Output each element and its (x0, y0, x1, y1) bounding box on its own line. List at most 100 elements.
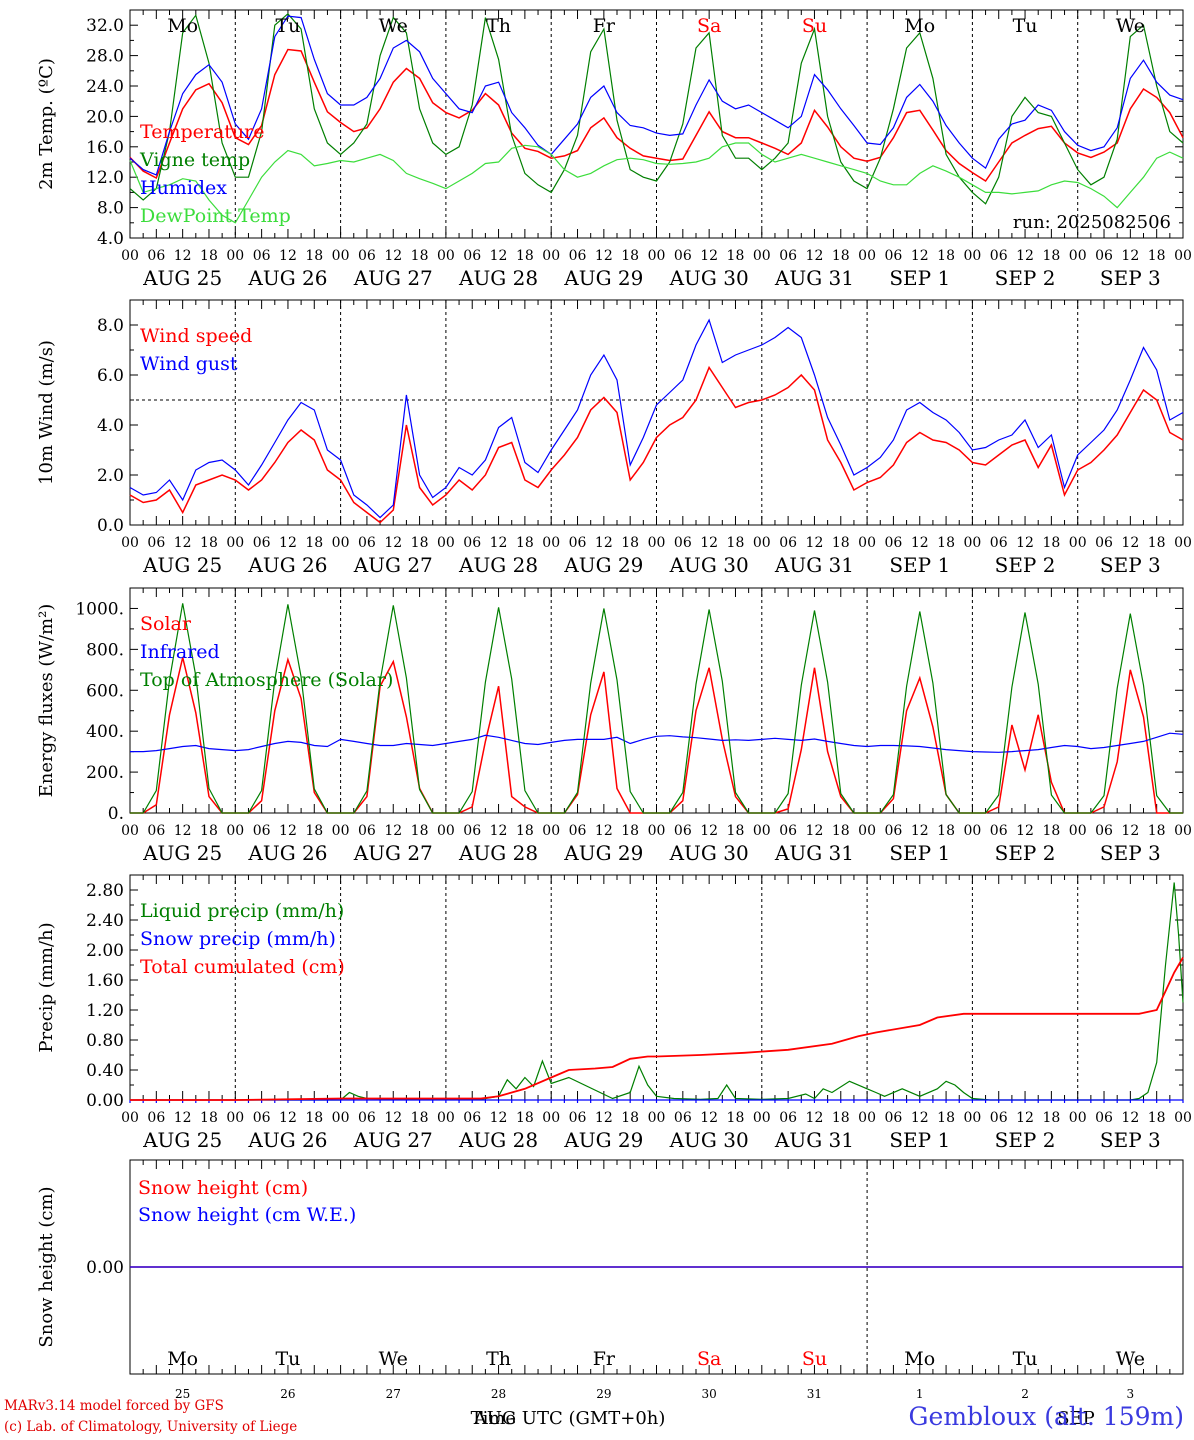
hour-tick-label: 18 (937, 248, 955, 264)
hour-tick-label: 00 (648, 1110, 666, 1126)
date-label: AUG 28 (458, 1128, 538, 1152)
y-tick-label: 16.0 (86, 138, 124, 158)
date-label: AUG 29 (563, 266, 643, 290)
legend-entry: Snow precip (mm/h) (140, 928, 336, 950)
date-label: AUG 26 (247, 266, 327, 290)
hour-tick-label: 06 (674, 248, 692, 264)
hour-tick-label: 12 (174, 1110, 192, 1126)
date-label: SEP 2 (995, 266, 1056, 290)
date-label: AUG 30 (669, 1128, 749, 1152)
date-label: AUG 29 (563, 553, 643, 577)
hour-tick-label: 06 (779, 1110, 797, 1126)
hour-tick-label: 18 (621, 823, 639, 839)
hour-tick-label: 18 (200, 248, 218, 264)
hour-tick-label: 00 (542, 1110, 560, 1126)
hour-tick-label: 18 (621, 535, 639, 551)
hour-tick-label: 18 (1042, 1110, 1060, 1126)
series-line-humidex (129, 15, 1184, 176)
day-number-label: 27 (386, 1387, 401, 1401)
day-name-label: Mo (904, 15, 935, 37)
legend-entry: Liquid precip (mm/h) (140, 900, 344, 922)
day-name-label: Fr (593, 1348, 616, 1370)
hour-tick-label: 06 (990, 535, 1008, 551)
hour-tick-label: 18 (937, 823, 955, 839)
y-tick-label: 0.0 (97, 516, 124, 536)
hour-tick-label: 12 (1121, 823, 1139, 839)
hour-tick-label: 00 (1069, 248, 1087, 264)
hour-tick-label: 12 (384, 535, 402, 551)
series-line-dewpoint-temp (129, 142, 1184, 224)
hour-tick-label: 00 (332, 823, 350, 839)
day-name-label: We (379, 15, 408, 37)
date-label: SEP 3 (1100, 1128, 1161, 1152)
day-number-label: 3 (1127, 1387, 1135, 1401)
hour-tick-label: 06 (569, 535, 587, 551)
hour-tick-label: 06 (885, 535, 903, 551)
hour-tick-label: 12 (174, 823, 192, 839)
hour-tick-label: 06 (1095, 535, 1113, 551)
date-label: SEP 1 (889, 1128, 950, 1152)
plot-frame-2 (129, 299, 1184, 526)
y-tick-label: 0. (108, 804, 124, 824)
hour-tick-label: 00 (648, 535, 666, 551)
day-name-label: Tu (275, 15, 300, 37)
y-axis-label: 2m Temp. (ºC) (36, 58, 57, 190)
date-label: AUG 31 (774, 266, 854, 290)
hour-tick-label: 06 (358, 1110, 376, 1126)
hour-tick-label: 06 (1095, 248, 1113, 264)
date-label: SEP 2 (995, 1128, 1056, 1152)
legend-entry: DewPoint Temp (140, 205, 291, 227)
hour-tick-label: 00 (753, 823, 771, 839)
hour-tick-label: 00 (963, 535, 981, 551)
hour-tick-label: 12 (911, 823, 929, 839)
hour-tick-label: 18 (727, 1110, 745, 1126)
hour-tick-label: 12 (595, 535, 613, 551)
day-name-label: Mo (167, 1348, 198, 1370)
hour-tick-label: 00 (963, 823, 981, 839)
day-number-label: 31 (807, 1387, 822, 1401)
hour-tick-label: 12 (806, 248, 824, 264)
month-label: AUG (473, 1408, 517, 1429)
hour-tick-label: 18 (621, 248, 639, 264)
day-name-label: Sa (697, 1348, 721, 1370)
hour-tick-label: 18 (200, 1110, 218, 1126)
y-tick-label: 12.0 (86, 168, 124, 188)
hour-tick-label: 12 (279, 248, 297, 264)
hour-tick-label: 12 (1121, 1110, 1139, 1126)
hour-tick-label: 12 (1016, 823, 1034, 839)
day-name-label: Tu (1013, 15, 1038, 37)
y-tick-label: 2.00 (86, 941, 124, 961)
hour-tick-label: 00 (963, 1110, 981, 1126)
hour-tick-label: 06 (885, 823, 903, 839)
hour-tick-label: 12 (490, 248, 508, 264)
series-line-wind-speed (129, 365, 1184, 524)
y-tick-label: 2.0 (97, 466, 124, 486)
hour-tick-label: 06 (253, 1110, 271, 1126)
y-tick-label: 24.0 (86, 77, 124, 97)
hour-tick-label: 12 (1121, 535, 1139, 551)
hour-tick-label: 00 (753, 535, 771, 551)
date-label: SEP 2 (995, 841, 1056, 865)
hour-tick-label: 18 (1148, 1110, 1166, 1126)
hour-tick-label: 00 (1069, 823, 1087, 839)
y-tick-label: 28.0 (86, 47, 124, 67)
day-name-label: Fr (593, 15, 616, 37)
series-line-infrared (130, 732, 1184, 753)
hour-tick-label: 12 (174, 248, 192, 264)
date-label: AUG 26 (247, 553, 327, 577)
hour-tick-label: 06 (569, 823, 587, 839)
hour-tick-label: 06 (147, 1110, 165, 1126)
y-tick-label: 8.0 (97, 316, 124, 336)
hour-tick-label: 06 (885, 248, 903, 264)
hour-tick-label: 18 (516, 248, 534, 264)
date-label: AUG 25 (142, 1128, 222, 1152)
date-label: SEP 3 (1100, 841, 1161, 865)
hour-tick-label: 18 (516, 1110, 534, 1126)
hour-tick-label: 00 (858, 1110, 876, 1126)
hour-tick-label: 06 (253, 248, 271, 264)
date-label: AUG 28 (458, 553, 538, 577)
legend-entry: Humidex (140, 177, 227, 199)
legend-entry: Wind gust (140, 353, 238, 375)
y-axis-label: Energy fluxes (W/m²) (36, 604, 57, 798)
hour-tick-label: 12 (700, 248, 718, 264)
